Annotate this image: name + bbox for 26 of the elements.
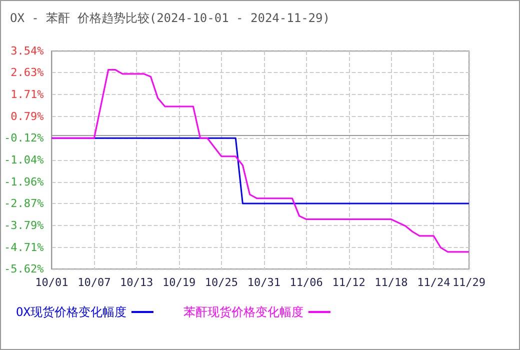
x-tick-label: 10/13	[120, 276, 154, 289]
x-tick-label: 10/19	[162, 276, 196, 289]
x-tick-label: 11/12	[332, 276, 366, 289]
line-series	[50, 69, 470, 253]
y-tick-label: 3.54%	[10, 44, 44, 58]
x-tick-label: 10/07	[78, 276, 111, 289]
x-tick-label: 11/06	[290, 276, 323, 289]
y-tick-label: -2.87%	[4, 197, 44, 210]
y-tick-label: -3.79%	[4, 218, 44, 232]
y-tick-label: -1.04%	[4, 154, 44, 166]
x-tick-label: 11/18	[374, 276, 408, 289]
chart-title: OX - 苯酐 价格趋势比较(2024-10-01 - 2024-11-29)	[10, 11, 330, 25]
y-tick-label: -4.71%	[4, 240, 44, 254]
y-tick-label: -5.62%	[4, 262, 44, 276]
y-tick-label: 2.63%	[10, 66, 44, 80]
x-tick-label: 10/31	[247, 276, 280, 289]
y-tick-label: 1.71%	[10, 88, 44, 102]
y-tick-label: -1.96%	[4, 175, 44, 188]
y-tick-label: -0.12%	[4, 132, 44, 145]
x-tick-label: 10/25	[204, 276, 238, 289]
y-tick-label: 0.79%	[10, 110, 44, 123]
x-tick-label: 10/01	[35, 276, 68, 289]
legend-label: OX现货价格变化幅度	[16, 305, 126, 319]
x-tick-label: 11/29	[452, 276, 486, 289]
x-tick-label: 11/24	[417, 276, 451, 289]
legend-label: 苯酐现货价格变化幅度	[183, 305, 304, 319]
